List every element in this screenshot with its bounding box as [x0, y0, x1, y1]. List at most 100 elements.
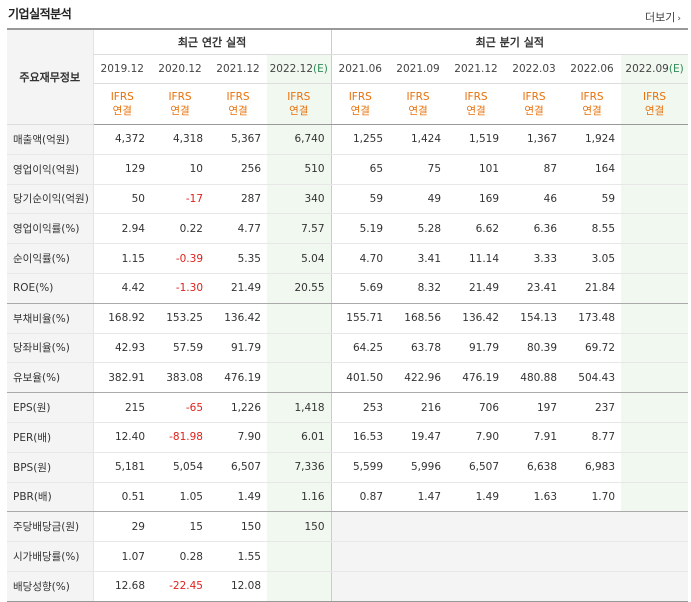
standard-line2: 연결	[582, 105, 602, 117]
annual-cell: -17	[151, 184, 209, 215]
quarter-cell	[563, 511, 622, 543]
quarter-cell: 101	[447, 154, 506, 185]
quarter-estimate-cell	[621, 154, 689, 185]
annual-cell: 1,226	[209, 392, 267, 423]
quarter-cell: 422.96	[389, 362, 448, 394]
quarter-period: 2022.06	[563, 54, 622, 84]
standard-line2: 연결	[524, 105, 544, 117]
row-label: 배당성향(%)	[7, 571, 93, 602]
standard-line2: 연결	[112, 105, 132, 117]
quarter-cell: 6,507	[447, 452, 506, 483]
quarter-estimate-cell	[621, 571, 689, 602]
quarter-estimate-cell	[621, 541, 689, 572]
quarter-cell: 504.43	[563, 362, 622, 394]
standard-line2: 연결	[408, 105, 428, 117]
row-label: 주당배당금(원)	[7, 511, 93, 543]
section-header: 기업실적분석 더보기 ›	[0, 0, 691, 28]
quarter-cell: 136.42	[447, 303, 506, 334]
quarter-cell	[447, 571, 506, 602]
standard-line1: IFRS	[406, 91, 430, 103]
annual-cell: 5,054	[151, 452, 209, 483]
annual-cell: 256	[209, 154, 267, 185]
table-row: 부채비율(%) 168.92 153.25 136.42 155.71 168.56 136…	[7, 303, 689, 334]
quarter-period: 2021.09	[389, 54, 448, 84]
quarter-cell: 16.53	[330, 422, 390, 453]
quarter-cell: 237	[563, 392, 622, 423]
quarter-cell: 8.77	[563, 422, 622, 453]
quarter-cell: 87	[505, 154, 564, 185]
accounting-standard: IFRS 연결	[389, 83, 448, 125]
annual-cell: -1.30	[151, 273, 209, 304]
annual-cell: 21.49	[209, 273, 267, 304]
annual-estimate-cell	[267, 541, 332, 572]
standard-line1: IFRS	[643, 91, 667, 103]
annual-cell: 0.28	[151, 541, 209, 572]
annual-cell: 5.35	[209, 243, 267, 274]
annual-cell: 15	[151, 511, 209, 543]
quarter-cell: 1.63	[505, 482, 564, 513]
table-row: 시가배당률(%) 1.07 0.28 1.55	[7, 541, 689, 572]
annual-estimate-cell: 1,418	[267, 392, 332, 423]
accounting-standard: IFRS 연결	[209, 83, 267, 125]
quarter-cell	[505, 541, 564, 572]
quarter-cell: 21.84	[563, 273, 622, 304]
quarter-cell: 197	[505, 392, 564, 423]
accounting-standard: IFRS 연결	[505, 83, 564, 125]
quarter-estimate-cell	[621, 273, 689, 304]
quarter-cell	[389, 571, 448, 602]
annual-estimate-cell	[267, 571, 332, 602]
quarter-cell: 6.62	[447, 213, 506, 245]
annual-period: 2019.12	[92, 54, 151, 84]
annual-estimate-cell: 5.04	[267, 243, 332, 274]
standard-line1: IFRS	[580, 91, 604, 103]
quarter-cell: 154.13	[505, 303, 564, 334]
table-row: EPS(원) 215 -65 1,226 1,418 253 216 706 197 237	[7, 392, 689, 423]
annual-cell: -0.39	[151, 243, 209, 274]
quarter-cell: 91.79	[447, 333, 506, 364]
quarter-cell: 1,424	[389, 124, 448, 155]
annual-cell: 287	[209, 184, 267, 215]
quarter-cell: 1.70	[563, 482, 622, 513]
annual-estimate-cell	[267, 362, 332, 394]
quarter-estimate-cell	[621, 243, 689, 274]
table-row: 당기순이익(억원) 50 -17 287 340 59 49 169 46 59	[7, 184, 689, 215]
annual-cell: 4.42	[92, 273, 151, 304]
annual-estimate-cell: 7,336	[267, 452, 332, 483]
quarter-cell: 80.39	[505, 333, 564, 364]
row-label: PBR(배)	[7, 482, 93, 513]
annual-cell: 382.91	[92, 362, 151, 394]
quarter-cell: 75	[389, 154, 448, 185]
quarter-cell: 11.14	[447, 243, 506, 274]
table-row: ROE(%) 4.42 -1.30 21.49 20.55 5.69 8.32 21.49 23…	[7, 273, 689, 304]
annual-cell: 150	[209, 511, 267, 543]
period-label: 2022.06	[570, 63, 614, 75]
quarter-cell	[505, 571, 564, 602]
row-label: PER(배)	[7, 422, 93, 453]
annual-estimate-cell: 6.01	[267, 422, 332, 453]
standard-line2: 연결	[289, 105, 309, 117]
quarter-cell: 155.71	[330, 303, 390, 334]
table-row: 주당배당금(원) 29 15 150 150	[7, 511, 689, 543]
annual-cell: 1.55	[209, 541, 267, 572]
quarter-cell	[330, 511, 390, 543]
more-label: 더보기	[645, 11, 676, 24]
annual-cell: 383.08	[151, 362, 209, 394]
row-label: 부채비율(%)	[7, 303, 93, 334]
standard-line1: IFRS	[522, 91, 546, 103]
table-row: BPS(원) 5,181 5,054 6,507 7,336 5,599 5,996 6,50…	[7, 452, 689, 483]
quarter-cell: 46	[505, 184, 564, 215]
annual-cell: 12.40	[92, 422, 151, 453]
annual-cell: 0.22	[151, 213, 209, 245]
table-row: 당좌비율(%) 42.93 57.59 91.79 64.25 63.78 91.79 80.…	[7, 333, 689, 364]
accounting-standard: IFRS 연결	[330, 83, 390, 125]
accounting-standard: IFRS 연결	[447, 83, 506, 125]
quarter-cell	[330, 541, 390, 572]
accounting-standard: IFRS 연결	[563, 83, 622, 125]
row-label: 당기순이익(억원)	[7, 184, 93, 215]
quarter-estimate-cell	[621, 511, 689, 543]
annual-estimate-cell: 150	[267, 511, 332, 543]
quarter-estimate-cell	[621, 452, 689, 483]
quarter-cell: 8.55	[563, 213, 622, 245]
more-link[interactable]: 더보기 ›	[645, 9, 681, 25]
quarter-header: 최근 분기 실적	[330, 28, 689, 55]
